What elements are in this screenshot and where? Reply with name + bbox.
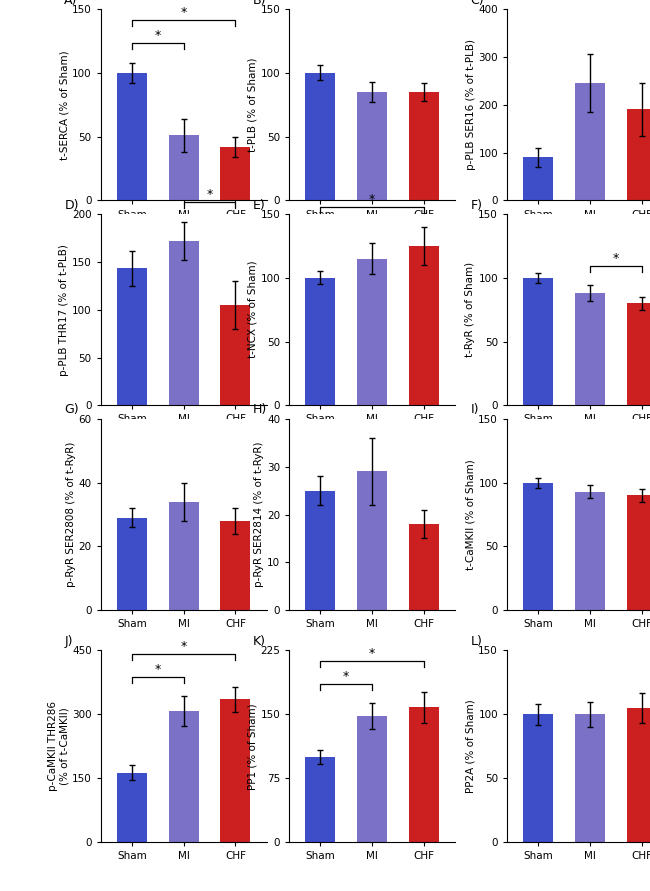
Text: *: * — [181, 640, 187, 653]
Text: *: * — [369, 647, 375, 660]
Text: D): D) — [64, 199, 79, 211]
Y-axis label: p-PLB THR17 (% of t-PLB): p-PLB THR17 (% of t-PLB) — [59, 243, 69, 376]
Text: *: * — [369, 193, 375, 207]
Bar — [220, 147, 250, 200]
Bar — [523, 158, 553, 200]
Bar — [409, 524, 439, 610]
Bar — [220, 699, 250, 842]
Text: L): L) — [471, 635, 482, 648]
Y-axis label: p-PLB SER16 (% of t-PLB): p-PLB SER16 (% of t-PLB) — [465, 39, 476, 170]
Text: *: * — [155, 29, 161, 43]
Bar — [409, 707, 439, 842]
Bar — [220, 521, 250, 610]
Text: B): B) — [253, 0, 266, 6]
Bar — [117, 268, 147, 405]
Text: J): J) — [64, 635, 73, 648]
Bar — [168, 711, 199, 842]
Text: C): C) — [471, 0, 484, 6]
Bar — [357, 92, 387, 200]
Text: K): K) — [253, 635, 266, 648]
Bar — [575, 492, 605, 610]
Y-axis label: t-SERCA (% of Sham): t-SERCA (% of Sham) — [59, 50, 69, 159]
Y-axis label: p-RyR SER2808 (% of t-RyR): p-RyR SER2808 (% of t-RyR) — [66, 442, 76, 587]
Bar — [627, 495, 650, 610]
Y-axis label: t-NCX (% of Sham): t-NCX (% of Sham) — [248, 261, 257, 358]
Bar — [523, 483, 553, 610]
Y-axis label: p-CaMKII THR286
(% of t-CaMKII): p-CaMKII THR286 (% of t-CaMKII) — [47, 701, 69, 791]
Bar — [357, 716, 387, 842]
Text: I): I) — [471, 404, 479, 416]
Bar — [220, 305, 250, 405]
Bar — [627, 110, 650, 200]
Bar — [117, 772, 147, 842]
Text: F): F) — [471, 199, 482, 211]
Text: *: * — [613, 252, 619, 266]
Y-axis label: t-CaMKII (% of Sham): t-CaMKII (% of Sham) — [465, 459, 475, 570]
Bar — [168, 241, 199, 405]
Text: G): G) — [64, 404, 79, 416]
Bar — [575, 83, 605, 200]
Bar — [168, 502, 199, 610]
Text: *: * — [181, 6, 187, 20]
Bar — [168, 135, 199, 200]
Bar — [306, 756, 335, 842]
Text: *: * — [207, 188, 213, 201]
Text: A): A) — [64, 0, 77, 6]
Bar — [409, 246, 439, 405]
Text: *: * — [343, 670, 349, 683]
Y-axis label: PP1 (% of Sham): PP1 (% of Sham) — [248, 703, 257, 789]
Bar — [523, 715, 553, 842]
Bar — [523, 278, 553, 405]
Bar — [357, 471, 387, 610]
Text: E): E) — [253, 199, 266, 211]
Y-axis label: p-RyR SER2814 (% of t-RyR): p-RyR SER2814 (% of t-RyR) — [254, 442, 265, 587]
Bar — [575, 293, 605, 405]
Bar — [117, 518, 147, 610]
Y-axis label: t-PLB (% of Sham): t-PLB (% of Sham) — [248, 57, 257, 152]
Bar — [575, 715, 605, 842]
Text: *: * — [155, 663, 161, 676]
Bar — [306, 491, 335, 610]
Bar — [117, 73, 147, 200]
Bar — [306, 278, 335, 405]
Bar — [627, 707, 650, 842]
Bar — [306, 73, 335, 200]
Text: H): H) — [253, 404, 267, 416]
Bar — [627, 303, 650, 405]
Bar — [357, 258, 387, 405]
Y-axis label: t-RyR (% of Sham): t-RyR (% of Sham) — [465, 262, 475, 357]
Bar — [409, 92, 439, 200]
Y-axis label: PP2A (% of Sham): PP2A (% of Sham) — [465, 699, 475, 793]
